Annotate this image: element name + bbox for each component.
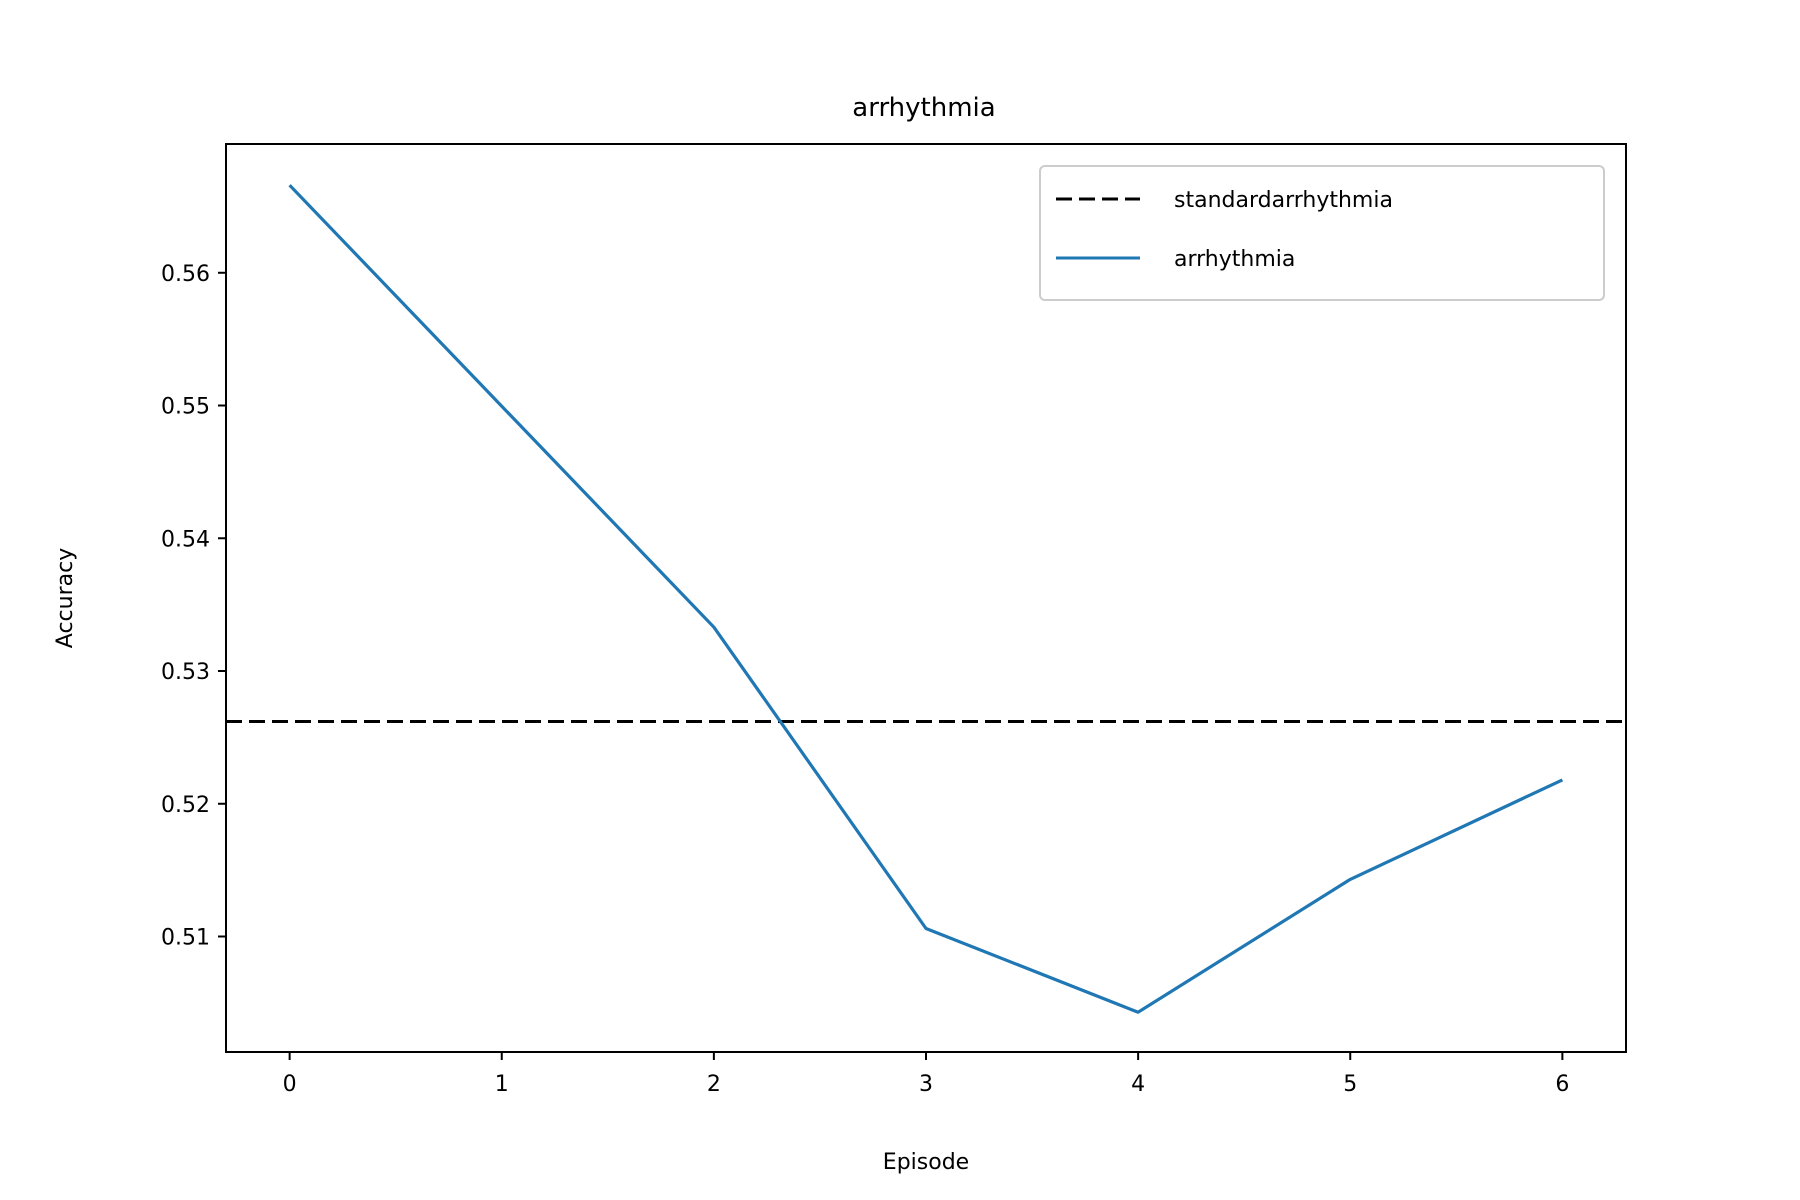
x-axis-label: Episode xyxy=(883,1150,969,1175)
y-tick-label: 0.55 xyxy=(161,395,210,420)
chart-title: arrhythmia xyxy=(852,93,995,123)
series-layer xyxy=(288,184,1564,1014)
series-line-arrhythmia xyxy=(288,184,1564,1014)
legend-box xyxy=(1039,165,1605,301)
y-tick-label: 0.56 xyxy=(161,262,210,287)
y-tick-label: 0.53 xyxy=(161,660,210,685)
x-tick-label: 0 xyxy=(283,1072,297,1097)
legend-label-standardarrhythmia: standardarrhythmia xyxy=(1174,188,1393,213)
y-tick-label: 0.54 xyxy=(161,527,210,552)
x-tick-label: 2 xyxy=(707,1072,721,1097)
y-tick-label: 0.51 xyxy=(161,926,210,951)
x-tick-label: 5 xyxy=(1343,1072,1357,1097)
legend: standardarrhythmia arrhythmia xyxy=(1039,165,1605,301)
x-tick-label: 6 xyxy=(1555,1072,1569,1097)
y-axis: 0.51 0.52 0.53 0.54 0.55 0.56 xyxy=(161,262,226,951)
x-tick-label: 4 xyxy=(1131,1072,1145,1097)
legend-label-arrhythmia: arrhythmia xyxy=(1174,247,1295,272)
y-tick-label: 0.52 xyxy=(161,793,210,818)
x-tick-label: 1 xyxy=(495,1072,509,1097)
x-tick-label: 3 xyxy=(919,1072,933,1097)
x-axis: 0 1 2 3 4 5 6 xyxy=(283,1052,1569,1097)
y-axis-label: Accuracy xyxy=(53,548,78,648)
